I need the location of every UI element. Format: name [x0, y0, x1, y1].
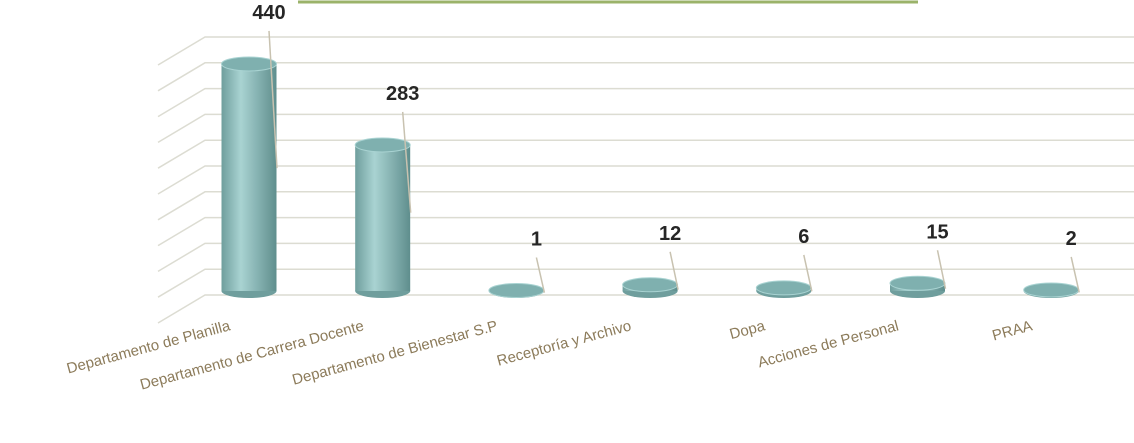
- grid-line: [157, 62, 1134, 92]
- leader-line: [803, 254, 813, 292]
- value-label: 12: [659, 223, 681, 245]
- leader-line: [936, 250, 947, 289]
- bar: [221, 56, 277, 298]
- bar: [354, 137, 411, 298]
- bar: [755, 280, 812, 298]
- x-tick-label: PRAA: [990, 317, 1034, 344]
- grid-line: [157, 36, 1134, 66]
- leader-line: [268, 30, 278, 169]
- grid-line: [157, 113, 1134, 144]
- bar: [622, 277, 679, 298]
- leader-line: [535, 257, 546, 293]
- leader-line: [1070, 256, 1080, 293]
- grid-line: [157, 87, 1134, 118]
- x-tick-label: Departamento de Carrera Docente: [138, 317, 365, 393]
- value-label: 1: [531, 228, 542, 250]
- value-label: 15: [926, 221, 948, 243]
- value-label: 6: [798, 226, 809, 248]
- grid-line: [157, 139, 1134, 169]
- grid-line: [157, 242, 1134, 273]
- x-tick-label: Acciones de Personal: [756, 317, 901, 371]
- grid-line: [157, 191, 1134, 221]
- bar: [1023, 282, 1080, 298]
- grid: [157, 36, 1134, 324]
- grid-line: [157, 165, 1134, 195]
- grid-line: [157, 268, 1134, 298]
- x-tick-label: Dopa: [728, 317, 768, 343]
- bar: [889, 275, 946, 298]
- grid-line: [157, 294, 1134, 324]
- value-label: 283: [386, 83, 419, 105]
- value-label: 2: [1066, 228, 1077, 250]
- x-tick-label: Receptoría y Archivo: [495, 317, 633, 369]
- leader-line: [669, 251, 679, 290]
- leader-line: [401, 111, 412, 213]
- grid-line: [157, 216, 1134, 247]
- value-label: 440: [252, 2, 285, 24]
- bar: [488, 282, 545, 298]
